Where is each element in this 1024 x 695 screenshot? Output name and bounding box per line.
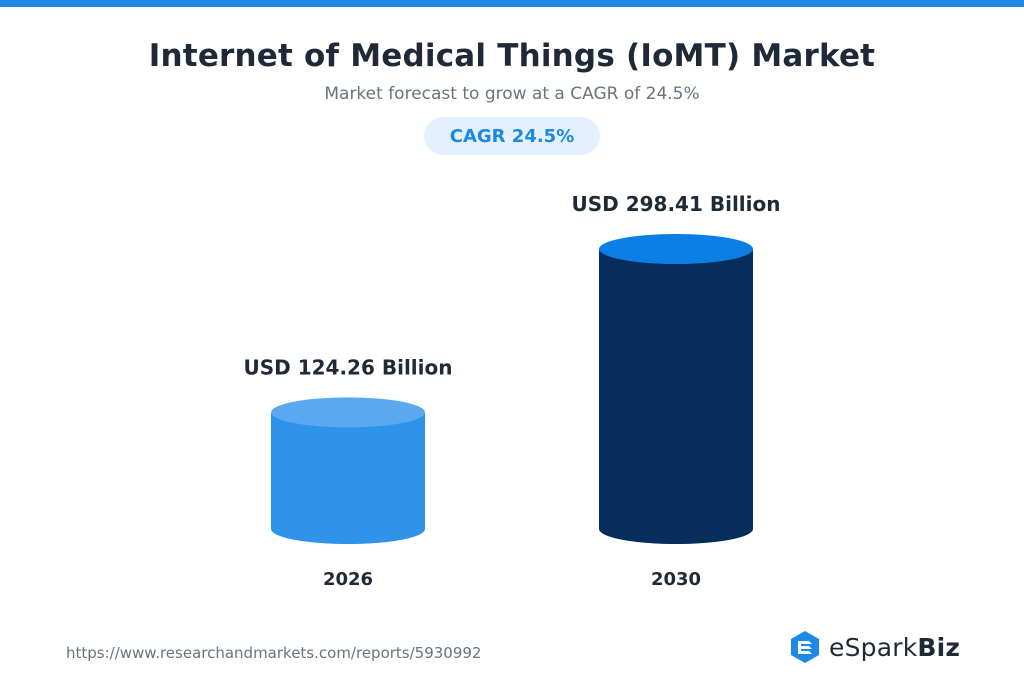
logo-text-regular: eSpark	[829, 632, 918, 662]
logo-text-bold: Biz	[917, 632, 961, 662]
bar-2026	[271, 397, 425, 544]
brand-logo: eSparkBiz	[787, 627, 960, 667]
data-label: USD 298.41 Billion	[572, 192, 781, 216]
bar-body	[271, 412, 425, 544]
data-label: USD 124.26 Billion	[244, 355, 453, 379]
bar-top	[599, 234, 753, 264]
source-url: https://www.researchandmarkets.com/repor…	[66, 644, 482, 662]
x-tick-label: 2026	[323, 569, 373, 590]
bar-body	[599, 249, 753, 544]
bar-2030	[599, 234, 753, 544]
espark-logo-icon	[791, 631, 819, 663]
chart-subtitle: Market forecast to grow at a CAGR of 24.…	[324, 84, 700, 104]
x-tick-label: 2030	[651, 569, 701, 590]
chart-title: Internet of Medical Things (IoMT) Market	[148, 38, 876, 74]
bar-top	[271, 397, 425, 428]
cagr-badge: CAGR 24.5%	[424, 117, 600, 155]
logo-text: eSparkBiz	[829, 633, 960, 662]
top-accent-bar	[0, 0, 1024, 7]
